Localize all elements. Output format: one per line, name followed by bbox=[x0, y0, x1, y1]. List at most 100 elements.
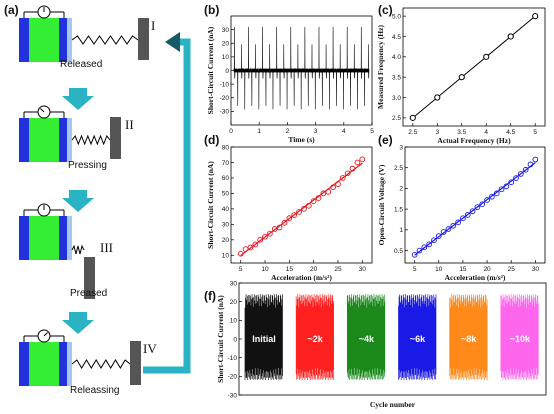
x-tick-label: 4 bbox=[342, 128, 346, 135]
x-tick-label: 3 bbox=[314, 128, 318, 135]
active-layer bbox=[29, 118, 59, 162]
data-point bbox=[450, 222, 457, 229]
plot-frame bbox=[404, 146, 546, 264]
data-point bbox=[257, 236, 264, 243]
y-tick-label: 5.0 bbox=[392, 13, 401, 20]
x-tick-label: 20 bbox=[310, 266, 318, 273]
x-tick-label: 30 bbox=[359, 266, 367, 273]
electrode-right bbox=[59, 342, 67, 386]
active-layer bbox=[29, 216, 59, 260]
data-point bbox=[335, 181, 341, 187]
plot-frame bbox=[238, 282, 547, 396]
chart-b: (b) 0 1 2 3 4 5 -30 -20 -10 0 10 20 30 Time (s) Short-C… bbox=[204, 3, 374, 144]
data-point bbox=[460, 215, 466, 222]
data-point bbox=[247, 244, 254, 251]
electrode-left bbox=[19, 342, 29, 386]
frequency-point bbox=[458, 74, 465, 81]
frequency-point bbox=[483, 53, 490, 60]
y-tick-label: 10 bbox=[222, 253, 230, 260]
y-tick-label: 2.5 bbox=[394, 165, 403, 172]
data-point bbox=[513, 175, 519, 181]
chart-e: (e) 5 10 15 20 25 30 0.5 1 1.5 2 2.5 3 Acceleration (… bbox=[377, 133, 546, 282]
data-point bbox=[354, 159, 361, 166]
frequency-point bbox=[532, 13, 539, 20]
frequency-point bbox=[409, 114, 416, 121]
y-tick-label: 10 bbox=[222, 54, 230, 61]
y-axis-label: Measured Frequency (Hz) bbox=[376, 25, 385, 109]
chart-e-label: (e) bbox=[378, 133, 393, 147]
state-caption: Preased bbox=[70, 288, 107, 299]
plot-frame bbox=[230, 146, 373, 264]
data-point bbox=[252, 241, 259, 248]
data-point bbox=[242, 246, 249, 252]
linear-fit-line bbox=[414, 162, 536, 256]
x-tick-label: 5 bbox=[370, 128, 374, 135]
data-point bbox=[344, 170, 351, 177]
active-layer bbox=[29, 342, 59, 386]
down-arrow-icon bbox=[62, 312, 94, 334]
cycle-block-label: ~2k bbox=[308, 334, 324, 344]
spacer-layer bbox=[67, 18, 72, 62]
y-tick-label: 4.0 bbox=[392, 54, 401, 61]
y-tick-label: -20 bbox=[220, 95, 230, 102]
state-2-diagram: II Pressing bbox=[19, 105, 134, 171]
cycle-block-4 bbox=[398, 294, 437, 381]
y-tick-label: 1.5 bbox=[394, 206, 403, 213]
proof-mass-plate bbox=[110, 117, 121, 159]
x-tick-label: 10 bbox=[261, 266, 269, 273]
electrode-right bbox=[59, 216, 67, 260]
state-4-diagram: IV Releassing bbox=[19, 329, 157, 396]
data-point bbox=[411, 251, 418, 258]
electrode-left bbox=[19, 18, 29, 62]
x-axis-label: Time (s) bbox=[288, 135, 315, 144]
chart-f-label: (f) bbox=[204, 289, 216, 303]
spring-icon bbox=[71, 134, 111, 146]
x-tick-label: 5 bbox=[239, 266, 243, 273]
cycle-block-label: ~4k bbox=[359, 334, 375, 344]
x-tick-label: 1 bbox=[257, 128, 261, 135]
spring-icon bbox=[71, 35, 139, 45]
y-tick-label: 30 bbox=[222, 222, 230, 229]
data-point bbox=[286, 215, 293, 221]
data-point bbox=[522, 166, 529, 173]
data-point bbox=[276, 224, 283, 231]
y-axis-label: Open-Circuit Voltage (V) bbox=[377, 164, 386, 245]
data-point bbox=[508, 179, 515, 186]
data-point bbox=[359, 156, 366, 163]
y-tick-label: 10 bbox=[230, 318, 238, 325]
data-point bbox=[315, 195, 322, 201]
y-tick-label: 40 bbox=[222, 206, 230, 213]
x-tick-label: 2 bbox=[286, 128, 290, 135]
x-tick-label: 30 bbox=[532, 266, 540, 273]
state-1-diagram: I Released bbox=[19, 5, 155, 70]
data-point bbox=[421, 244, 428, 251]
data-point bbox=[518, 171, 524, 177]
x-tick-label: 5 bbox=[413, 266, 417, 273]
y-tick-label: -30 bbox=[220, 109, 230, 116]
data-point bbox=[527, 161, 534, 168]
y-tick-label: 4.5 bbox=[392, 34, 401, 41]
current-trace-line bbox=[233, 26, 370, 110]
y-tick-label: 1 bbox=[399, 227, 403, 234]
data-point bbox=[484, 197, 490, 203]
panel-a-label: (a) bbox=[4, 3, 19, 17]
proof-mass-plate bbox=[84, 257, 95, 299]
data-point bbox=[426, 241, 432, 248]
cycle-block-3 bbox=[346, 294, 386, 381]
y-tick-label: 20 bbox=[222, 41, 230, 48]
y-tick-label: 3.5 bbox=[392, 74, 401, 81]
y-tick-label: 3 bbox=[399, 144, 403, 151]
data-point bbox=[532, 156, 539, 163]
data-point bbox=[330, 184, 336, 191]
data-point bbox=[474, 204, 481, 210]
return-arrow-head-icon bbox=[165, 32, 180, 52]
y-tick-label: -10 bbox=[220, 81, 230, 88]
y-tick-label: 30 bbox=[222, 27, 230, 34]
y-tick-label: -20 bbox=[228, 374, 238, 381]
electrode-left bbox=[19, 118, 29, 162]
y-tick-label: -30 bbox=[228, 392, 238, 399]
spacer-layer bbox=[67, 216, 72, 260]
x-tick-label: 3 bbox=[435, 129, 439, 136]
meter-needle bbox=[40, 108, 45, 113]
